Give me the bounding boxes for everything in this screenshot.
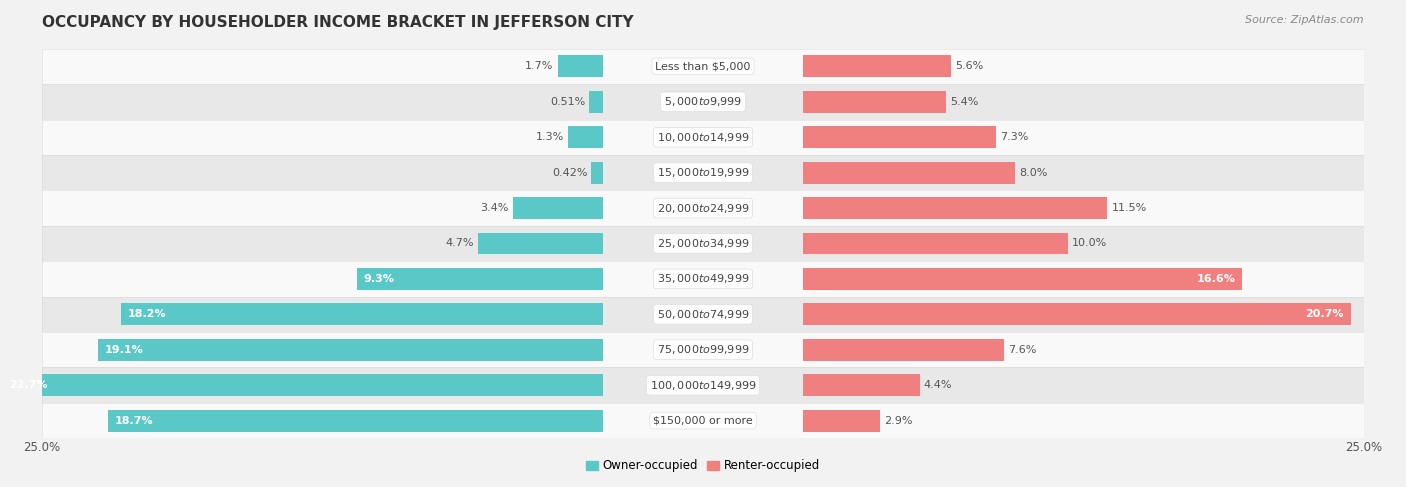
Bar — [803, 374, 920, 396]
Text: 22.7%: 22.7% — [10, 380, 48, 390]
Bar — [121, 303, 603, 325]
Text: 16.6%: 16.6% — [1197, 274, 1236, 284]
Legend: Owner-occupied, Renter-occupied: Owner-occupied, Renter-occupied — [581, 455, 825, 477]
Bar — [513, 197, 603, 219]
Bar — [592, 162, 603, 184]
Bar — [803, 126, 997, 148]
Bar — [803, 232, 1067, 255]
Text: OCCUPANCY BY HOUSEHOLDER INCOME BRACKET IN JEFFERSON CITY: OCCUPANCY BY HOUSEHOLDER INCOME BRACKET … — [42, 15, 634, 30]
Text: $150,000 or more: $150,000 or more — [654, 415, 752, 426]
Bar — [803, 162, 1015, 184]
Bar — [568, 126, 603, 148]
Text: $20,000 to $24,999: $20,000 to $24,999 — [657, 202, 749, 215]
Text: 7.3%: 7.3% — [1001, 132, 1029, 142]
Text: $25,000 to $34,999: $25,000 to $34,999 — [657, 237, 749, 250]
Bar — [803, 197, 1108, 219]
Text: 18.7%: 18.7% — [115, 415, 153, 426]
Bar — [3, 374, 603, 396]
Bar — [42, 119, 1364, 155]
Text: 1.7%: 1.7% — [526, 61, 554, 72]
Bar — [558, 56, 603, 77]
Text: 20.7%: 20.7% — [1306, 309, 1344, 319]
Bar — [803, 56, 952, 77]
Bar — [42, 297, 1364, 332]
Bar — [803, 339, 1004, 361]
Text: 10.0%: 10.0% — [1071, 239, 1107, 248]
Text: 1.3%: 1.3% — [536, 132, 564, 142]
Bar — [42, 226, 1364, 261]
Text: 18.2%: 18.2% — [128, 309, 167, 319]
Text: 4.4%: 4.4% — [924, 380, 952, 390]
Text: $10,000 to $14,999: $10,000 to $14,999 — [657, 131, 749, 144]
Bar — [803, 303, 1351, 325]
Bar — [42, 155, 1364, 190]
Text: 3.4%: 3.4% — [481, 203, 509, 213]
Text: 19.1%: 19.1% — [104, 345, 143, 355]
Bar — [42, 403, 1364, 438]
Text: $5,000 to $9,999: $5,000 to $9,999 — [664, 95, 742, 108]
Text: 0.51%: 0.51% — [550, 97, 585, 107]
Bar — [108, 410, 603, 431]
Bar — [42, 84, 1364, 119]
Text: 0.42%: 0.42% — [553, 168, 588, 178]
Bar — [589, 91, 603, 113]
Text: 4.7%: 4.7% — [446, 239, 474, 248]
Bar — [42, 332, 1364, 368]
Bar — [42, 368, 1364, 403]
Bar — [478, 232, 603, 255]
Text: 2.9%: 2.9% — [884, 415, 912, 426]
Bar — [97, 339, 603, 361]
Text: 9.3%: 9.3% — [363, 274, 394, 284]
Bar — [42, 49, 1364, 84]
Bar — [803, 410, 880, 431]
Text: 7.6%: 7.6% — [1008, 345, 1036, 355]
Text: $50,000 to $74,999: $50,000 to $74,999 — [657, 308, 749, 321]
Text: Source: ZipAtlas.com: Source: ZipAtlas.com — [1246, 15, 1364, 25]
Text: Less than $5,000: Less than $5,000 — [655, 61, 751, 72]
Text: 11.5%: 11.5% — [1111, 203, 1147, 213]
Bar — [803, 268, 1243, 290]
Bar — [357, 268, 603, 290]
Text: 5.6%: 5.6% — [956, 61, 984, 72]
Text: $35,000 to $49,999: $35,000 to $49,999 — [657, 272, 749, 285]
Text: $15,000 to $19,999: $15,000 to $19,999 — [657, 166, 749, 179]
Text: 5.4%: 5.4% — [950, 97, 979, 107]
Bar — [42, 261, 1364, 297]
Text: $100,000 to $149,999: $100,000 to $149,999 — [650, 379, 756, 392]
Bar — [803, 91, 946, 113]
Text: 8.0%: 8.0% — [1019, 168, 1047, 178]
Text: $75,000 to $99,999: $75,000 to $99,999 — [657, 343, 749, 356]
Bar — [42, 190, 1364, 226]
